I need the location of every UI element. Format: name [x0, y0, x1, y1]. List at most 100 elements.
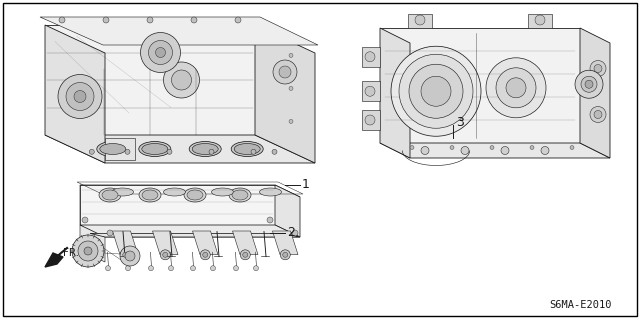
Circle shape: [125, 251, 135, 261]
Ellipse shape: [187, 190, 203, 200]
Circle shape: [243, 252, 248, 257]
Ellipse shape: [97, 142, 129, 157]
Circle shape: [147, 17, 153, 23]
Ellipse shape: [102, 190, 118, 200]
Circle shape: [280, 250, 291, 260]
Circle shape: [191, 266, 195, 271]
Text: 2: 2: [287, 226, 295, 239]
Circle shape: [292, 230, 298, 236]
Circle shape: [272, 149, 277, 154]
Circle shape: [203, 252, 208, 257]
Polygon shape: [80, 185, 275, 225]
Circle shape: [72, 235, 104, 267]
Circle shape: [209, 149, 214, 154]
Text: 1: 1: [302, 177, 310, 190]
Circle shape: [273, 60, 297, 84]
Circle shape: [541, 146, 549, 154]
Circle shape: [163, 62, 200, 98]
Circle shape: [585, 80, 593, 88]
Circle shape: [235, 17, 241, 23]
Circle shape: [283, 252, 288, 257]
Circle shape: [421, 146, 429, 154]
Circle shape: [106, 266, 111, 271]
Ellipse shape: [100, 144, 126, 154]
Circle shape: [594, 64, 602, 72]
Circle shape: [148, 266, 154, 271]
Circle shape: [191, 17, 197, 23]
Circle shape: [84, 247, 92, 255]
Ellipse shape: [234, 144, 260, 154]
Circle shape: [415, 15, 425, 25]
Ellipse shape: [229, 188, 251, 202]
Circle shape: [123, 252, 128, 257]
Ellipse shape: [111, 188, 134, 196]
Ellipse shape: [99, 188, 121, 202]
Circle shape: [399, 54, 473, 128]
Circle shape: [450, 145, 454, 150]
Circle shape: [501, 146, 509, 154]
Circle shape: [421, 76, 451, 106]
Ellipse shape: [184, 188, 206, 202]
Ellipse shape: [142, 190, 158, 200]
Ellipse shape: [139, 142, 171, 157]
Ellipse shape: [192, 144, 218, 154]
Polygon shape: [90, 234, 300, 237]
Polygon shape: [362, 110, 380, 130]
Circle shape: [66, 83, 94, 110]
Polygon shape: [380, 28, 410, 158]
Circle shape: [200, 250, 211, 260]
Circle shape: [365, 86, 375, 96]
Polygon shape: [255, 25, 315, 163]
Text: FR.: FR.: [63, 248, 79, 258]
Polygon shape: [362, 81, 380, 101]
Polygon shape: [45, 25, 105, 163]
Polygon shape: [362, 47, 380, 67]
Circle shape: [211, 266, 216, 271]
Circle shape: [172, 70, 191, 90]
Circle shape: [58, 75, 102, 118]
Circle shape: [594, 110, 602, 118]
Circle shape: [506, 78, 526, 98]
Polygon shape: [105, 138, 135, 160]
Text: S6MA-E2010: S6MA-E2010: [550, 300, 612, 310]
Ellipse shape: [189, 142, 221, 157]
Circle shape: [160, 250, 170, 260]
Circle shape: [107, 230, 113, 236]
Circle shape: [240, 250, 250, 260]
Circle shape: [267, 217, 273, 223]
Circle shape: [167, 149, 172, 154]
Polygon shape: [193, 231, 218, 255]
Circle shape: [289, 119, 293, 123]
Circle shape: [59, 17, 65, 23]
Circle shape: [409, 64, 463, 118]
Ellipse shape: [163, 188, 186, 196]
Polygon shape: [80, 225, 300, 237]
Polygon shape: [45, 25, 255, 135]
Circle shape: [575, 70, 603, 98]
Polygon shape: [528, 14, 552, 28]
Ellipse shape: [259, 188, 282, 196]
Polygon shape: [113, 231, 138, 255]
Circle shape: [570, 145, 574, 150]
Ellipse shape: [232, 190, 248, 200]
Circle shape: [141, 33, 180, 72]
Circle shape: [148, 41, 173, 64]
Circle shape: [535, 15, 545, 25]
Polygon shape: [40, 17, 318, 45]
Polygon shape: [45, 135, 315, 163]
Circle shape: [289, 53, 293, 57]
Circle shape: [279, 66, 291, 78]
Text: 3: 3: [456, 116, 464, 130]
Circle shape: [530, 145, 534, 150]
Circle shape: [125, 149, 130, 154]
Polygon shape: [580, 28, 610, 158]
Circle shape: [289, 86, 293, 90]
Polygon shape: [232, 231, 258, 255]
Circle shape: [391, 46, 481, 136]
Polygon shape: [273, 231, 298, 255]
Circle shape: [78, 241, 98, 261]
Circle shape: [581, 76, 597, 92]
Polygon shape: [380, 143, 610, 158]
Polygon shape: [80, 185, 105, 262]
Polygon shape: [45, 253, 63, 267]
